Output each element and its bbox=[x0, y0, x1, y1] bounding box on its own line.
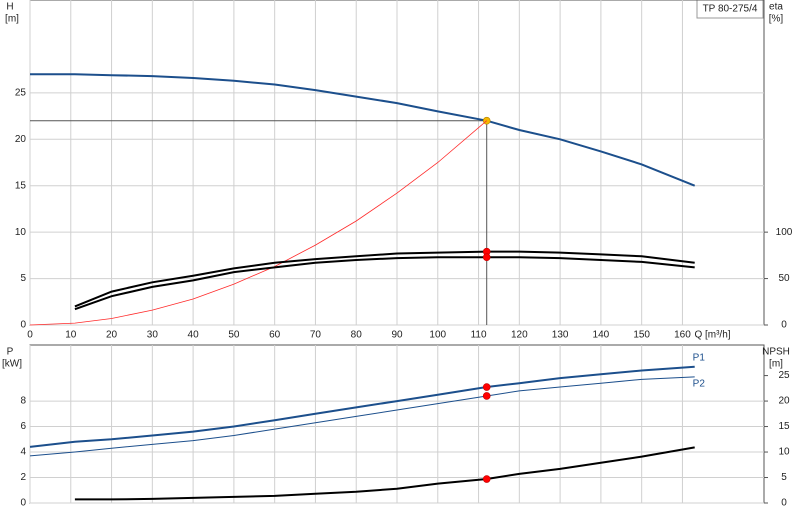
y-axis-unit: [m] bbox=[5, 14, 19, 25]
curve bbox=[29, 376, 695, 457]
x-tick-label: 120 bbox=[511, 330, 528, 341]
x-tick-label: 70 bbox=[310, 330, 322, 341]
curve bbox=[74, 256, 695, 311]
operating-point bbox=[482, 475, 491, 483]
y2-tick-label: 15 bbox=[778, 421, 790, 432]
x-axis-label: Q [m³/h] bbox=[694, 330, 730, 341]
x-tick-label: 60 bbox=[269, 330, 281, 341]
x-tick-label: 140 bbox=[593, 330, 610, 341]
x-tick-label: 0 bbox=[27, 330, 33, 341]
x-tick-label: 110 bbox=[471, 330, 487, 341]
y-tick-label: 15 bbox=[15, 180, 27, 191]
y2-tick-label: 0 bbox=[781, 320, 787, 331]
y2-axis-label: NPSH bbox=[762, 347, 790, 358]
y-axis-unit: [kW] bbox=[2, 359, 22, 370]
y-tick-label: 0 bbox=[20, 320, 26, 331]
x-tick-label: 10 bbox=[65, 330, 77, 341]
x-tick-label: 30 bbox=[147, 330, 159, 341]
x-tick-label: 80 bbox=[351, 330, 363, 341]
x-tick-label: 90 bbox=[391, 330, 403, 341]
curve bbox=[29, 365, 695, 448]
y2-axis-unit: [m] bbox=[769, 359, 783, 370]
y2-tick-label: 20 bbox=[778, 396, 790, 407]
y-axis-label: P bbox=[7, 347, 14, 358]
y2-tick-label: 50 bbox=[778, 273, 790, 284]
curve bbox=[74, 250, 695, 308]
y-tick-label: 4 bbox=[20, 447, 26, 458]
x-tick-label: 130 bbox=[552, 330, 569, 341]
y-tick-label: 5 bbox=[20, 273, 26, 284]
x-tick-label: 40 bbox=[188, 330, 200, 341]
y2-tick-label: 0 bbox=[781, 498, 787, 509]
curve bbox=[29, 120, 487, 326]
x-tick-label: 100 bbox=[429, 330, 446, 341]
curve bbox=[30, 73, 696, 187]
y-tick-label: 10 bbox=[15, 227, 27, 238]
curve bbox=[74, 446, 695, 501]
y-tick-label: 20 bbox=[15, 134, 27, 145]
operating-point bbox=[482, 383, 491, 391]
y2-tick-label: 25 bbox=[778, 370, 790, 381]
y-tick-label: 25 bbox=[15, 87, 27, 98]
y-tick-label: 2 bbox=[20, 472, 26, 483]
y-tick-label: 0 bbox=[20, 498, 26, 509]
x-tick-label: 150 bbox=[633, 330, 650, 341]
x-tick-label: 50 bbox=[228, 330, 240, 341]
x-tick-label: 20 bbox=[106, 330, 118, 341]
y-tick-label: 6 bbox=[20, 421, 26, 432]
y-axis-label: H bbox=[6, 2, 13, 13]
legend-label: P1 bbox=[693, 352, 706, 363]
y2-tick-label: 5 bbox=[781, 472, 787, 483]
y2-axis-unit: [%] bbox=[769, 14, 784, 25]
y2-tick-label: 10 bbox=[778, 447, 790, 458]
operating-point bbox=[482, 253, 491, 262]
y-tick-label: 8 bbox=[20, 396, 26, 407]
y2-tick-label: 100 bbox=[776, 227, 793, 238]
y2-axis-label: eta bbox=[769, 2, 783, 13]
operating-point bbox=[482, 392, 491, 400]
legend-label: P2 bbox=[693, 378, 706, 389]
model-label: TP 80-275/4 bbox=[703, 4, 758, 15]
x-tick-label: 160 bbox=[674, 330, 691, 341]
model-box bbox=[696, 0, 764, 19]
